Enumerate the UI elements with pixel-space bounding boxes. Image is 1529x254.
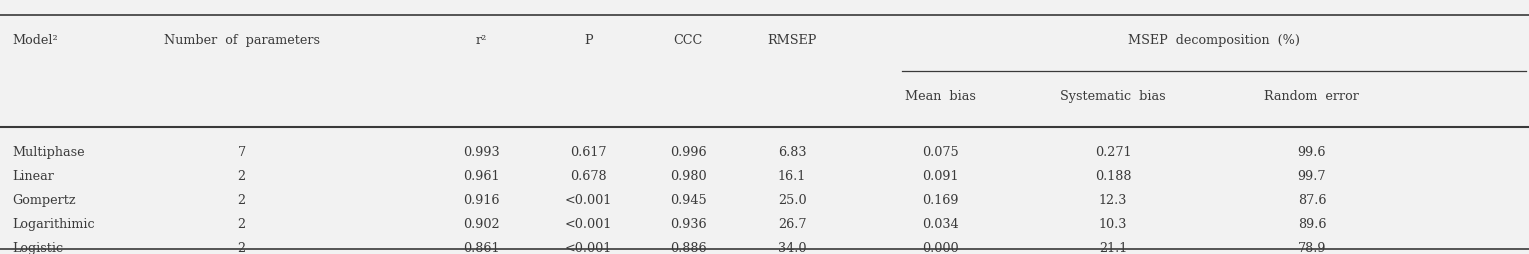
Text: Logarithimic: Logarithimic xyxy=(12,218,95,231)
Text: Multiphase: Multiphase xyxy=(12,146,84,159)
Text: 0.034: 0.034 xyxy=(922,218,959,231)
Text: 7: 7 xyxy=(237,146,246,159)
Text: RMSEP: RMSEP xyxy=(768,34,816,47)
Text: 2: 2 xyxy=(237,194,246,207)
Text: 89.6: 89.6 xyxy=(1298,218,1326,231)
Text: 0.075: 0.075 xyxy=(922,146,959,159)
Text: Gompertz: Gompertz xyxy=(12,194,76,207)
Text: 87.6: 87.6 xyxy=(1298,194,1326,207)
Text: 0.886: 0.886 xyxy=(670,242,706,254)
Text: 0.169: 0.169 xyxy=(922,194,959,207)
Text: 0.617: 0.617 xyxy=(570,146,607,159)
Text: Linear: Linear xyxy=(12,170,54,183)
Text: 0.091: 0.091 xyxy=(922,170,959,183)
Text: 2: 2 xyxy=(237,242,246,254)
Text: Mean  bias: Mean bias xyxy=(905,90,976,103)
Text: 0.902: 0.902 xyxy=(463,218,500,231)
Text: 0.861: 0.861 xyxy=(463,242,500,254)
Text: 10.3: 10.3 xyxy=(1099,218,1127,231)
Text: 2: 2 xyxy=(237,218,246,231)
Text: 78.9: 78.9 xyxy=(1298,242,1326,254)
Text: <0.001: <0.001 xyxy=(566,242,612,254)
Text: CCC: CCC xyxy=(673,34,703,47)
Text: 0.678: 0.678 xyxy=(570,170,607,183)
Text: 0.188: 0.188 xyxy=(1095,170,1131,183)
Text: 25.0: 25.0 xyxy=(778,194,806,207)
Text: 0.936: 0.936 xyxy=(670,218,706,231)
Text: 0.000: 0.000 xyxy=(922,242,959,254)
Text: Logistic: Logistic xyxy=(12,242,63,254)
Text: 0.996: 0.996 xyxy=(670,146,706,159)
Text: 99.7: 99.7 xyxy=(1298,170,1326,183)
Text: 16.1: 16.1 xyxy=(778,170,806,183)
Text: 0.271: 0.271 xyxy=(1095,146,1131,159)
Text: 6.83: 6.83 xyxy=(778,146,806,159)
Text: 0.945: 0.945 xyxy=(670,194,706,207)
Text: P: P xyxy=(584,34,593,47)
Text: <0.001: <0.001 xyxy=(566,194,612,207)
Text: 21.1: 21.1 xyxy=(1099,242,1127,254)
Text: 99.6: 99.6 xyxy=(1298,146,1326,159)
Text: 0.961: 0.961 xyxy=(463,170,500,183)
Text: 26.7: 26.7 xyxy=(778,218,806,231)
Text: 0.916: 0.916 xyxy=(463,194,500,207)
Text: 34.0: 34.0 xyxy=(778,242,806,254)
Text: Number  of  parameters: Number of parameters xyxy=(164,34,320,47)
Text: 12.3: 12.3 xyxy=(1099,194,1127,207)
Text: Model²: Model² xyxy=(12,34,58,47)
Text: 0.993: 0.993 xyxy=(463,146,500,159)
Text: r²: r² xyxy=(476,34,488,47)
Text: Random  error: Random error xyxy=(1264,90,1359,103)
Text: Systematic  bias: Systematic bias xyxy=(1060,90,1167,103)
Text: <0.001: <0.001 xyxy=(566,218,612,231)
Text: 0.980: 0.980 xyxy=(670,170,706,183)
Text: 2: 2 xyxy=(237,170,246,183)
Text: MSEP  decomposition  (%): MSEP decomposition (%) xyxy=(1128,34,1300,47)
